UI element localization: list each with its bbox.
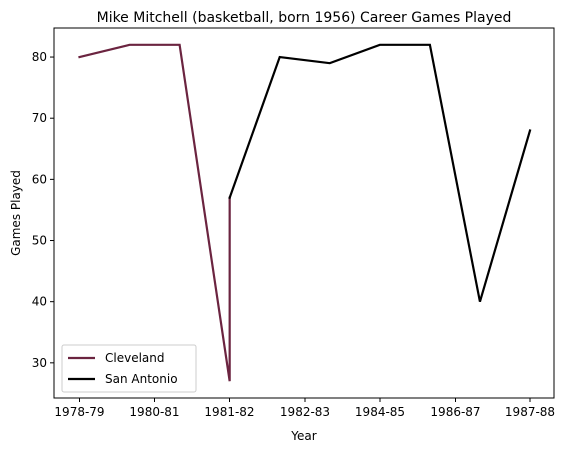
y-tick-label: 30 (32, 356, 47, 370)
x-axis-label: Year (290, 429, 316, 443)
y-tick-label: 80 (32, 50, 47, 64)
x-tick-label: 1981-82 (204, 405, 254, 419)
y-axis-ticks: 30 40 50 60 70 80 (32, 50, 54, 370)
y-tick-label: 50 (32, 234, 47, 248)
plot-area (78, 43, 532, 382)
x-tick-label: 1978-79 (54, 405, 104, 419)
y-axis-label: Games Played (9, 170, 23, 256)
series-line-san-antonio (228, 43, 532, 302)
legend-box (61, 344, 197, 393)
series-line-cleveland (78, 43, 231, 382)
legend-entry: Cleveland (105, 351, 165, 365)
chart-title: Mike Mitchell (basketball, born 1956) Ca… (97, 10, 512, 26)
y-tick-label: 60 (32, 172, 47, 186)
x-axis-ticks: 1978-79 1980-81 1981-82 1982-83 1984-85 1986-… (54, 398, 555, 419)
y-tick-label: 70 (32, 111, 47, 125)
x-tick-label: 1980-81 (129, 405, 179, 419)
plot-frame (53, 27, 555, 399)
x-tick-label: 1987-88 (505, 405, 555, 419)
x-tick-label: 1986-87 (430, 405, 480, 419)
x-tick-label: 1982-83 (280, 405, 330, 419)
x-tick-label: 1984-85 (355, 405, 405, 419)
legend-entry: San Antonio (105, 372, 178, 386)
legend: Cleveland San Antonio (61, 344, 197, 393)
y-tick-label: 40 (32, 295, 47, 309)
